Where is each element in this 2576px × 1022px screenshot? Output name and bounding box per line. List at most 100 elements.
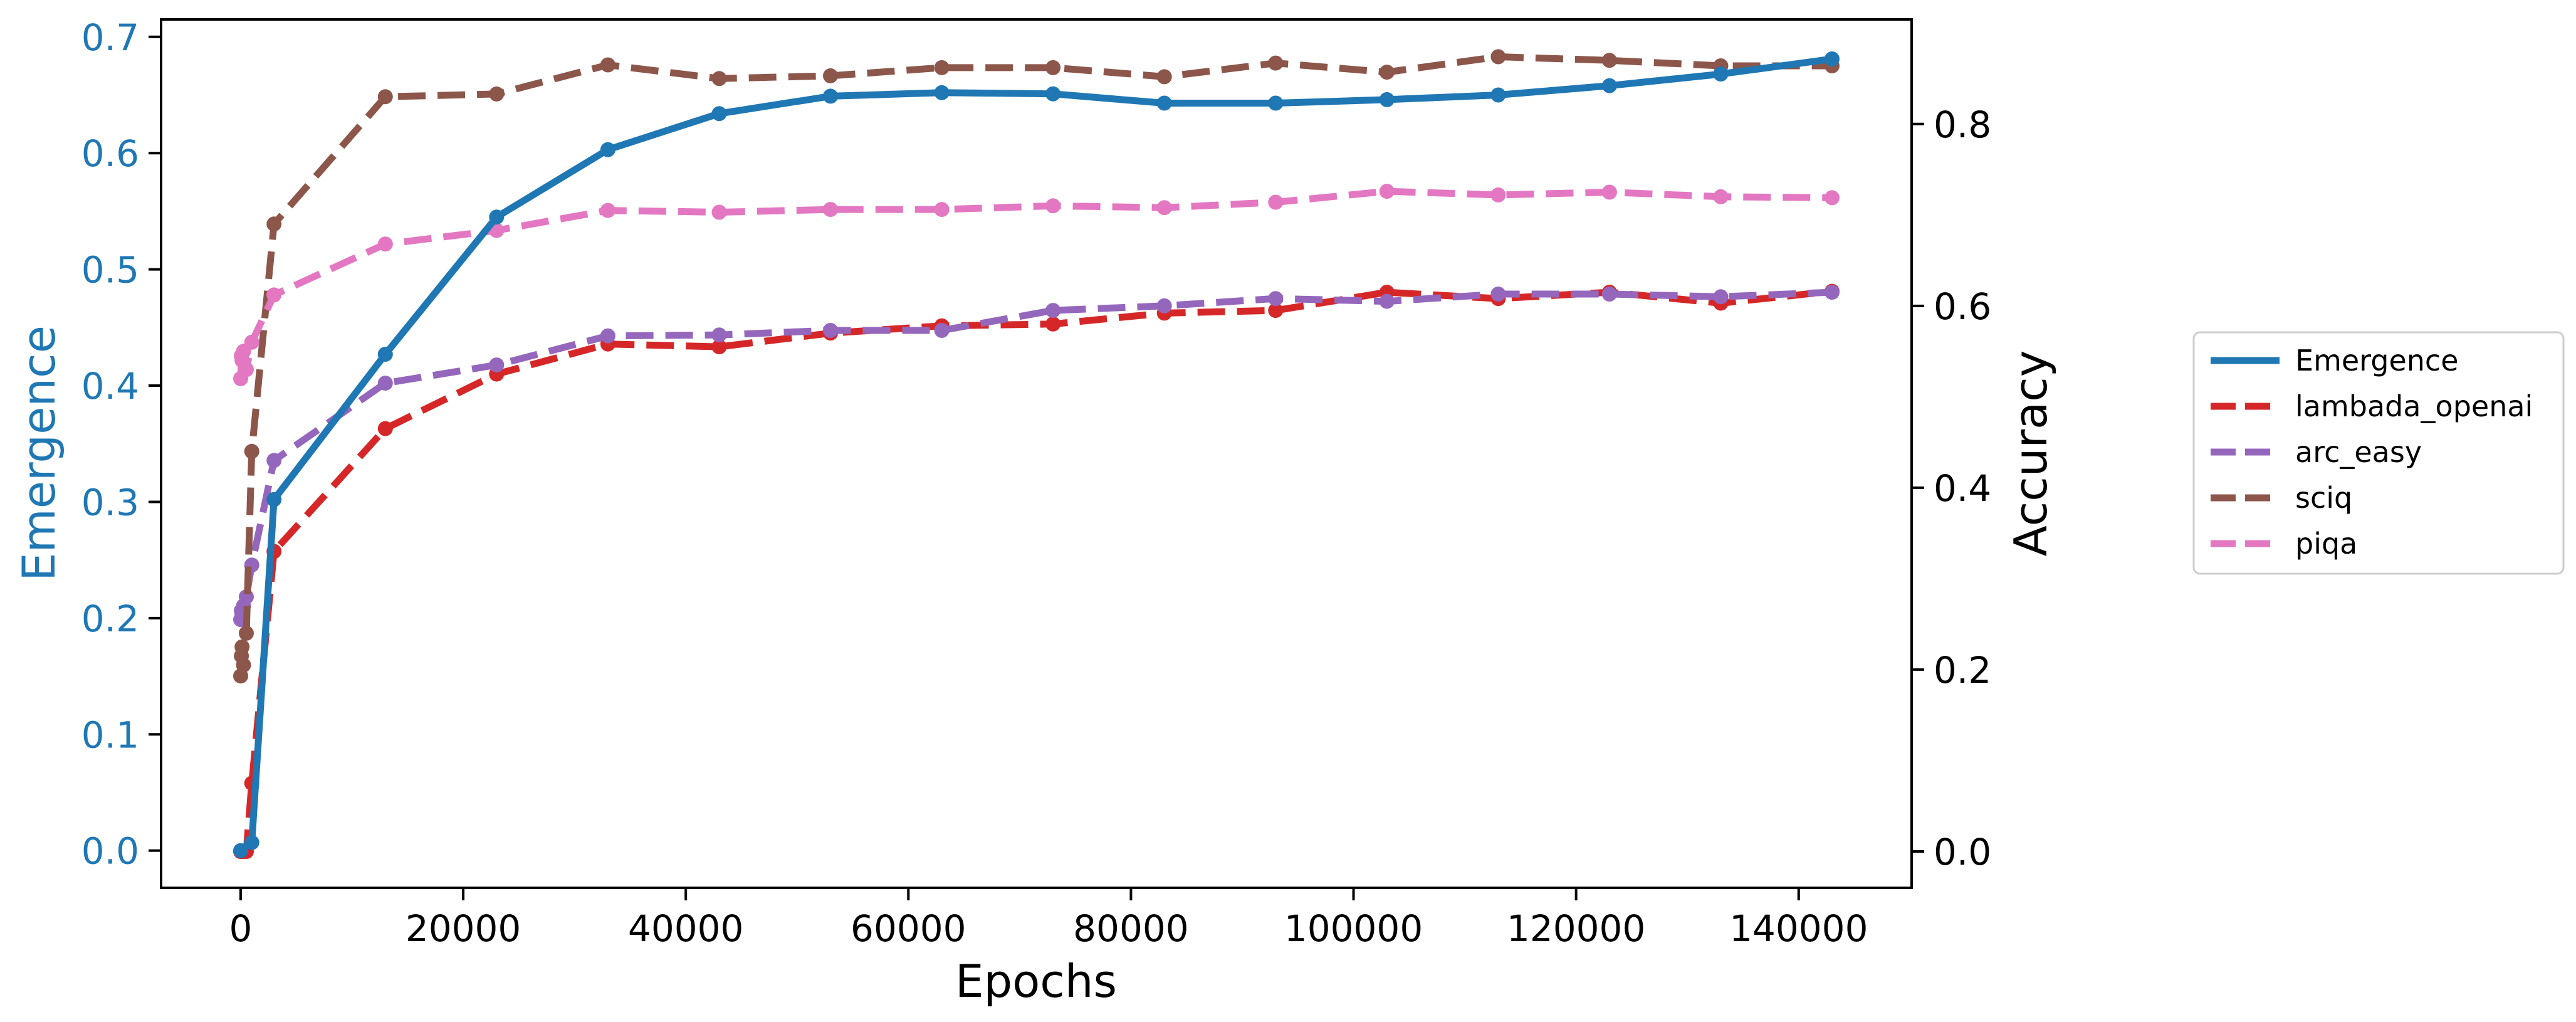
data-point	[1379, 65, 1395, 80]
data-point	[266, 453, 282, 468]
data-point	[266, 492, 282, 507]
data-point	[1490, 287, 1506, 302]
legend-entry: lambada_openai	[2211, 389, 2533, 423]
data-point	[600, 142, 615, 157]
data-point	[266, 216, 282, 232]
data-point	[234, 639, 250, 655]
data-point	[244, 443, 259, 459]
data-point	[239, 625, 254, 641]
y-right-tick-label: 0.0	[1934, 831, 1991, 873]
data-point	[711, 204, 727, 220]
data-point	[1490, 87, 1506, 103]
data-point	[711, 106, 727, 122]
data-point	[1156, 200, 1172, 216]
y-left-tick-label: 0.5	[81, 249, 139, 292]
y-left-tick-label: 0.3	[81, 481, 139, 524]
data-point	[711, 71, 727, 87]
legend-label: sciq	[2295, 481, 2352, 515]
x-tick-label: 20000	[406, 907, 521, 950]
legend-label: Emergence	[2295, 344, 2459, 377]
data-point	[1156, 95, 1172, 111]
data-point	[1601, 53, 1617, 68]
data-point	[1713, 66, 1729, 82]
data-point	[1379, 184, 1395, 199]
data-point	[377, 347, 393, 362]
series-sciq	[233, 49, 1840, 684]
data-point	[489, 86, 505, 102]
data-point	[600, 57, 615, 73]
data-point	[823, 88, 838, 104]
x-axis-label: Epochs	[955, 955, 1117, 1008]
legend-entry: Emergence	[2211, 344, 2459, 377]
y-right-tick-label: 0.8	[1934, 103, 1991, 146]
data-point	[1601, 184, 1617, 200]
y-left-tick-label: 0.7	[81, 16, 139, 59]
data-point	[711, 339, 727, 355]
legend-label: lambada_openai	[2295, 389, 2533, 423]
x-tick-label: 60000	[851, 907, 966, 950]
series-line	[237, 187, 1833, 379]
data-point	[1825, 285, 1840, 300]
y-right-tick-label: 0.4	[1934, 467, 1991, 510]
data-point	[377, 421, 393, 436]
data-point	[239, 362, 254, 377]
data-point	[600, 328, 615, 344]
x-tick-label: 100000	[1284, 907, 1423, 950]
y-right-tick-label: 0.2	[1934, 649, 1991, 692]
y-left-tick-label: 0.6	[81, 132, 139, 175]
data-point	[600, 203, 615, 218]
data-point	[233, 843, 248, 858]
data-point	[1268, 95, 1284, 111]
data-point	[934, 323, 950, 338]
data-point	[244, 334, 259, 350]
data-point	[1490, 187, 1506, 203]
series-line	[238, 288, 1833, 855]
data-point	[377, 89, 393, 105]
data-point	[377, 236, 393, 252]
data-point	[1825, 190, 1840, 206]
data-point	[244, 835, 259, 850]
y-left-tick-label: 0.0	[81, 830, 139, 873]
data-point	[1268, 291, 1284, 307]
legend-entry: sciq	[2211, 481, 2352, 515]
y-axis-left-label: Emergence	[13, 325, 65, 581]
data-point	[1045, 86, 1061, 102]
data-point	[266, 287, 282, 303]
x-tick-label: 0	[229, 907, 253, 950]
y-axis-right: 0.0 0.2 0.4 0.6 0.8	[1912, 103, 1991, 873]
series-line	[238, 55, 1833, 854]
series-line	[237, 288, 1833, 620]
data-point	[1825, 51, 1840, 66]
data-point	[1156, 69, 1172, 85]
data-point	[236, 657, 251, 673]
data-point	[934, 85, 950, 100]
x-tick-label: 80000	[1073, 907, 1189, 950]
x-tick-label: 120000	[1507, 907, 1645, 950]
y-axis-right-label: Accuracy	[2004, 350, 2057, 557]
data-point	[1490, 49, 1506, 65]
y-axis-left: 0.0 0.1 0.2 0.3 0.4 0.5 0.6 0.7	[81, 16, 161, 873]
data-point	[934, 202, 950, 218]
series-layer	[233, 49, 1840, 859]
legend-entry: piqa	[2211, 527, 2357, 561]
data-point	[1713, 189, 1729, 204]
data-point	[1045, 316, 1061, 332]
y-right-tick-label: 0.6	[1934, 285, 1991, 328]
data-point	[1713, 289, 1729, 305]
data-point	[1156, 298, 1172, 313]
data-point	[1379, 92, 1395, 107]
legend-label: piqa	[2295, 527, 2357, 561]
plot-frame	[160, 18, 1913, 889]
data-point	[823, 68, 838, 83]
data-point	[1601, 287, 1617, 302]
data-point	[1268, 194, 1284, 210]
data-point	[1045, 60, 1061, 75]
x-tick-label: 140000	[1729, 907, 1868, 950]
data-point	[1045, 198, 1061, 214]
data-point	[1268, 55, 1284, 71]
data-point	[711, 327, 727, 343]
data-point	[1045, 303, 1061, 319]
legend-label: arc_easy	[2295, 435, 2422, 469]
